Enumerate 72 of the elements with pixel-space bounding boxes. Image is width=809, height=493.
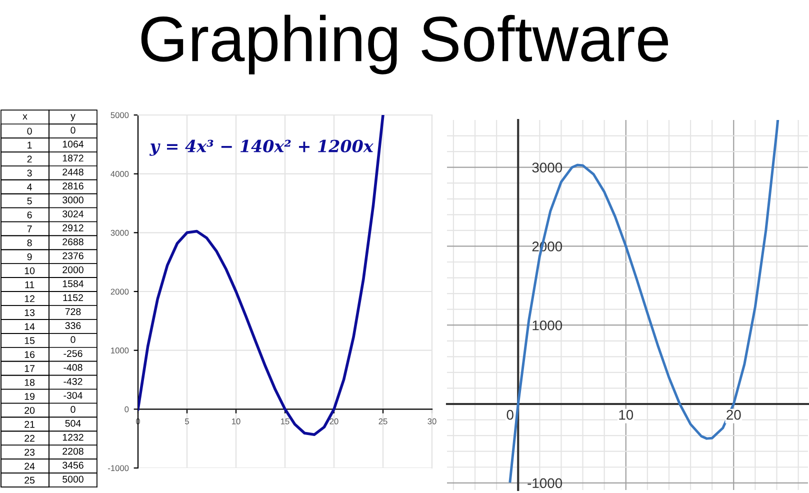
y-tick-label: 0 [27,128,32,135]
text: 2912 [62,224,84,232]
y-axis-title: x [22,114,28,120]
text: 2208 [62,448,84,455]
y-tick-label: 17 [24,365,34,372]
text: -304 [64,392,82,399]
text: 2448 [62,168,84,176]
y-tick-label: 3000 [110,230,129,236]
text: 3000 [62,196,84,204]
text: 2688 [62,238,84,246]
text: 1064 [62,140,84,148]
y-tick-label: -1000 [528,478,562,488]
x-tick-label: 5 [185,418,189,424]
text: 0 [70,126,76,134]
x-tick-label: 0 [506,410,514,420]
x-tick-label: 20 [726,410,741,420]
text: 2816 [62,182,84,190]
x-tick-label: 15 [281,418,290,424]
text: 1584 [62,280,84,288]
y-tick-label: 4000 [110,171,129,177]
y-tick-label: 3 [27,170,32,176]
y-tick-label: 1000 [111,348,129,354]
y-tick-label: 13 [24,309,35,316]
y-tick-label: 14 [24,323,35,330]
annotation: y = 4x³ − 140x² + 1200x [149,140,374,156]
y-tick-label: 19 [24,392,34,400]
y-tick-label: 2 [27,156,32,162]
x-tick-label: 25 [378,418,388,424]
y-tick-label: 16 [24,351,35,358]
text: 2376 [62,252,84,260]
y-tick-label: 12 [24,295,34,302]
y-tick-label: 8 [27,239,32,246]
x-tick-label: y [70,114,76,122]
text: 5000 [62,476,84,483]
y-tick-label: 18 [24,379,35,386]
y-tick-label: 3000 [532,162,562,173]
text: 1232 [62,434,84,441]
y-tick-label: -1000 [108,465,129,472]
x-tick-label: 20 [330,418,338,424]
y-tick-label: 2000 [110,288,129,295]
y-tick-label: 1 [28,142,32,148]
text: 1152 [63,294,83,302]
y-tick-label: 5 [27,198,32,204]
text: 3456 [62,462,84,469]
text: 504 [65,420,81,427]
y-tick-label: 9 [27,253,32,260]
y-tick-label: 6 [27,211,32,218]
text: 0 [70,336,76,344]
y-tick-label: 7 [27,226,32,232]
text: 336 [65,322,81,330]
x-tick-label: 30 [428,418,436,424]
y-tick-label: 21 [24,420,34,428]
y-tick-label: 1000 [532,320,562,330]
x-tick-label: 10 [619,410,634,420]
y-tick-label: 4 [27,184,32,190]
y-tick-label: 25 [24,476,35,484]
y-tick-label: 24 [24,462,35,470]
y-tick-label: 15 [24,337,35,344]
text: 1872 [62,154,84,162]
y-tick-label: 10 [24,267,35,274]
text: -408 [64,364,82,371]
chart-title: Graphing Software [141,14,668,74]
text: -256 [64,350,82,357]
y-tick-label: 11 [25,281,34,288]
text: 728 [65,308,81,316]
text: 2000 [62,266,84,274]
text: -432 [64,378,82,385]
x-tick-label: 10 [232,418,240,424]
y-tick-label: 5000 [110,112,129,118]
y-tick-label: 23 [24,448,35,456]
y-tick-label: 22 [24,434,34,442]
text: 3024 [62,210,84,218]
